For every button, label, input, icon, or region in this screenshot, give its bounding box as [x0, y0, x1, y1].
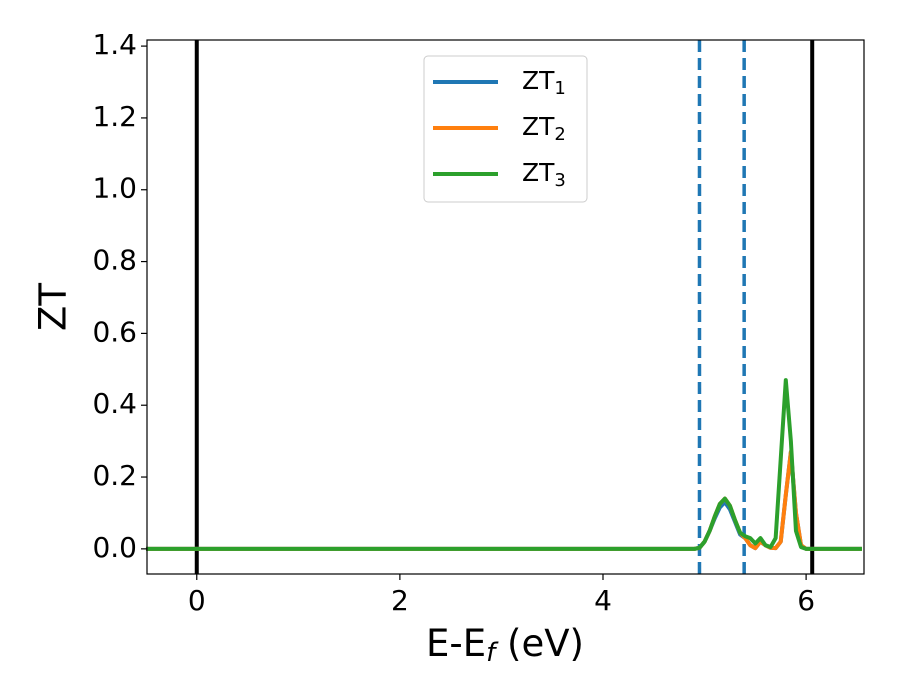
x-tick-label: 6	[797, 584, 815, 617]
y-tick-label: 1.0	[92, 172, 137, 205]
y-tick-label: 0.2	[92, 459, 137, 492]
legend: ZT1 ZT2 ZT3	[423, 55, 588, 203]
y-tick-label: 0.6	[92, 315, 137, 348]
x-label-part: E-E	[426, 622, 486, 665]
legend-label: ZT1	[522, 66, 566, 99]
plot-frame	[146, 39, 865, 575]
x-tick-label: 4	[594, 584, 612, 617]
legend-label: ZT3	[522, 158, 566, 191]
legend-label: ZT2	[522, 112, 566, 145]
y-tick-label: 0.4	[92, 387, 137, 420]
x-tick-label: 0	[188, 584, 206, 617]
x-label-part: (eV)	[495, 622, 584, 665]
y-tick-label: 1.2	[92, 100, 137, 133]
y-tick-label: 0.8	[92, 244, 137, 277]
y-axis-label: ZT	[32, 283, 75, 331]
legend-box	[423, 55, 588, 203]
y-tick-label: 0.0	[92, 531, 137, 564]
x-axis-label: E-Ef (eV)	[426, 622, 584, 668]
series-line	[145, 378, 862, 551]
x-tick-label: 2	[391, 584, 409, 617]
y-tick-label: 1.4	[92, 28, 137, 61]
